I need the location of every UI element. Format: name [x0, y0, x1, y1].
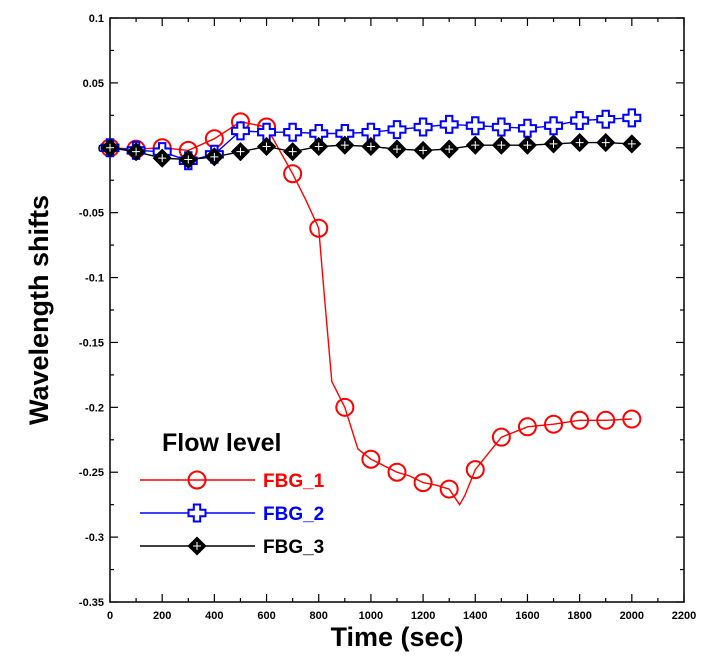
data-point-center — [314, 142, 323, 151]
data-point — [335, 397, 355, 417]
data-point-center — [340, 141, 349, 150]
data-point-center — [184, 155, 193, 164]
y-tick-label: -0.1 — [85, 273, 104, 285]
data-point — [439, 114, 459, 134]
data-point-center — [575, 138, 584, 147]
data-point — [517, 118, 537, 138]
data-point-center — [366, 142, 375, 151]
data-point — [230, 121, 250, 141]
data-point — [491, 427, 511, 447]
legend-marker-center — [193, 542, 201, 550]
data-point-center — [158, 154, 167, 163]
data-point — [570, 111, 590, 131]
data-point — [544, 116, 564, 136]
legend-marker — [187, 503, 207, 523]
y-tick-label: -0.05 — [79, 208, 104, 220]
x-tick-label: 2200 — [672, 610, 696, 622]
legend-marker — [187, 470, 207, 490]
data-point — [387, 120, 407, 140]
data-point-center — [419, 146, 428, 155]
data-point — [491, 117, 511, 137]
series-line-fbg-1 — [109, 121, 632, 507]
x-tick-label: 1600 — [515, 610, 539, 622]
legend-label-fbg-2: FBG_2 — [263, 504, 324, 525]
data-point-center — [106, 143, 114, 152]
data-point — [361, 449, 381, 469]
y-tick-label: 0.1 — [89, 13, 104, 25]
x-axis-title: Time (sec) — [330, 622, 463, 652]
y-tick-label: -0.15 — [79, 337, 104, 349]
x-tick-label: 1000 — [359, 610, 383, 622]
data-point-center — [210, 152, 219, 161]
series-markers — [100, 108, 642, 499]
data-point — [309, 218, 329, 238]
x-tick-label: 200 — [153, 610, 171, 622]
y-tick-label: -0.3 — [85, 532, 104, 544]
y-tick-label: -0.35 — [79, 597, 104, 609]
data-point-center — [236, 147, 245, 156]
axis-ticks — [109, 17, 685, 603]
data-point — [283, 122, 303, 142]
data-point-center — [601, 138, 610, 147]
legend-label-fbg-3: FBG_3 — [263, 537, 324, 558]
x-tick-label: 1800 — [567, 610, 591, 622]
x-tick-label: 2000 — [620, 610, 644, 622]
x-tick-label: 1400 — [463, 610, 487, 622]
data-point — [439, 479, 459, 499]
x-tick-label: 400 — [205, 610, 223, 622]
data-point-center — [549, 139, 558, 148]
data-point-center — [445, 145, 454, 154]
data-point-center — [288, 147, 297, 156]
data-point — [413, 117, 433, 137]
y-tick-label: 0.05 — [83, 78, 104, 90]
data-point-center — [523, 141, 532, 150]
data-point — [622, 409, 642, 429]
data-point — [465, 116, 485, 136]
data-point — [387, 462, 407, 482]
x-tick-label: 0 — [107, 610, 113, 622]
data-point-center — [627, 139, 636, 148]
data-point-center — [262, 142, 271, 151]
data-point-center — [132, 147, 141, 156]
data-point — [465, 460, 485, 480]
tick-labels: 0 200 400 600 800 1000 1200 1400 1600 1800 2000 220… — [79, 13, 696, 622]
legend-label-fbg-1: FBG_1 — [263, 471, 325, 492]
data-point-center — [471, 141, 480, 150]
data-point — [622, 108, 642, 128]
data-point — [570, 410, 590, 430]
data-point — [413, 473, 433, 493]
x-tick-label: 800 — [310, 610, 328, 622]
x-tick-label: 1200 — [411, 610, 435, 622]
y-tick-label: -0.2 — [85, 402, 104, 414]
y-axis-title: Wavelength shifts — [24, 195, 54, 425]
x-tick-label: 600 — [257, 610, 275, 622]
data-point — [596, 109, 616, 129]
legend-title: Flow level — [162, 429, 281, 457]
data-point — [283, 164, 303, 184]
data-point-center — [393, 145, 401, 154]
data-point — [544, 414, 564, 434]
data-point-center — [497, 141, 506, 150]
data-point — [596, 410, 616, 430]
data-point — [517, 417, 537, 437]
legend: Flow level FBG_1 FBG_2 FBG_3 — [140, 429, 325, 558]
y-tick-label: -0.25 — [79, 467, 104, 479]
